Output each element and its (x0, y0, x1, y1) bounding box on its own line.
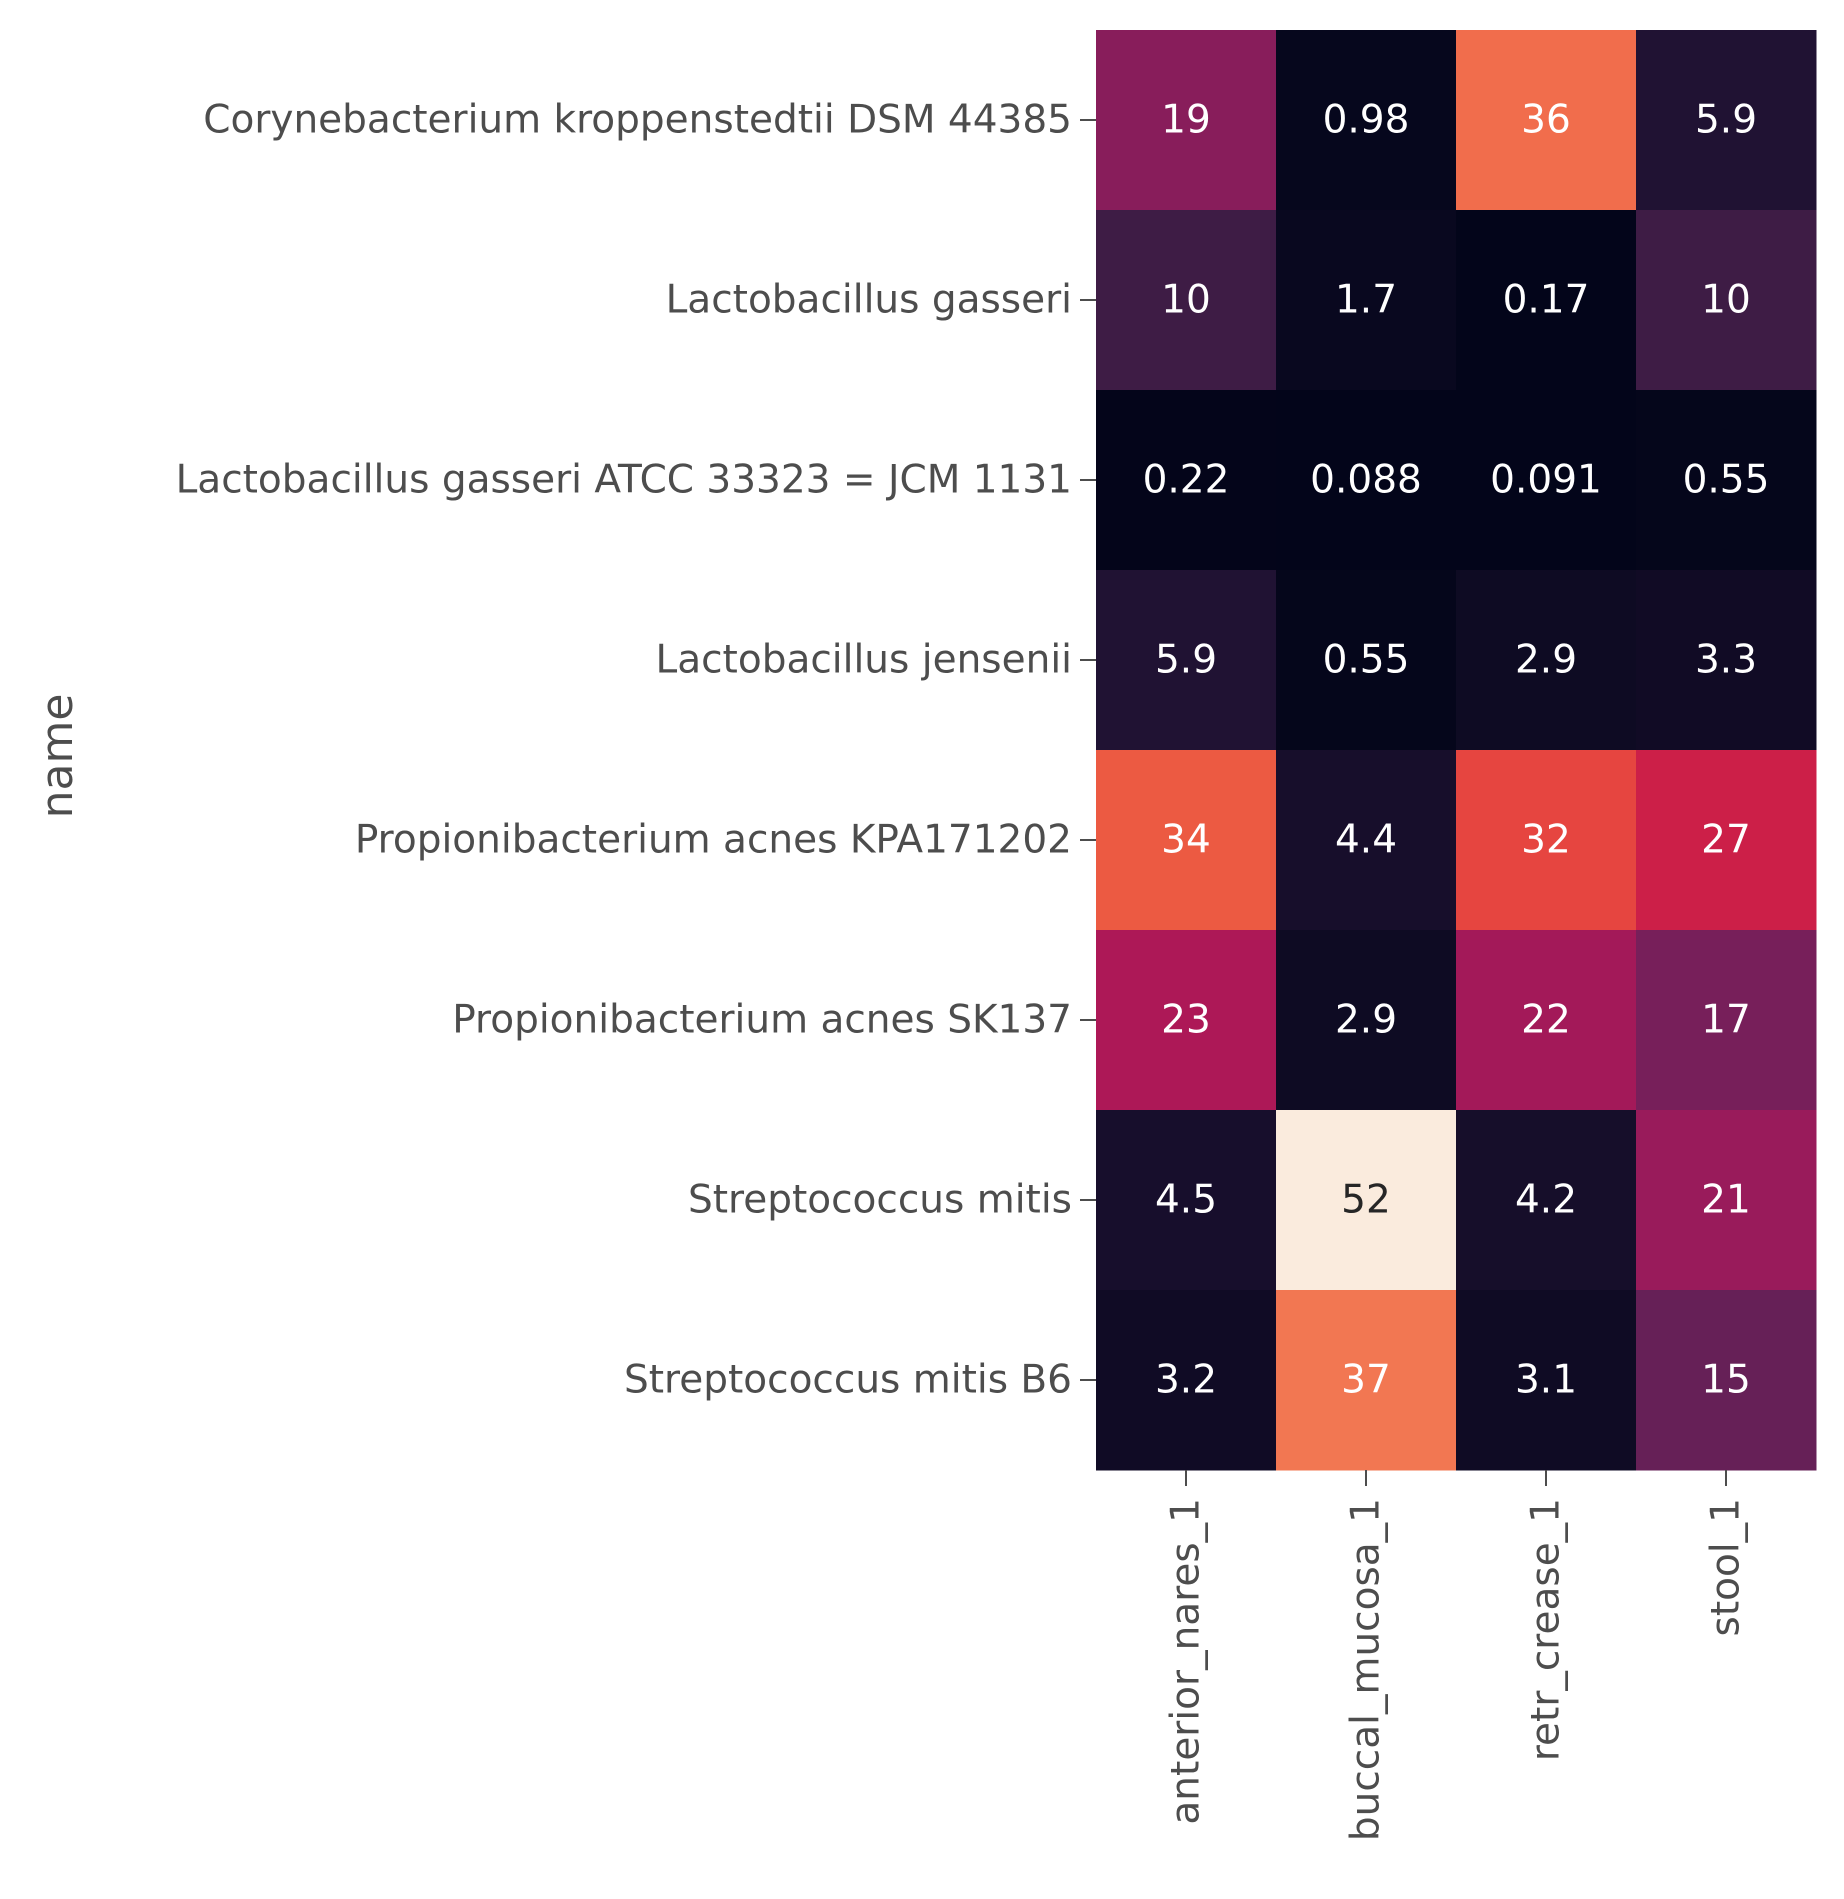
heatmap-cells (1096, 30, 1817, 1471)
cell-streptococcus-mitis-b6-buccal_mucosa_1 (1276, 1290, 1457, 1471)
cell-value-label: 19 (1161, 98, 1211, 143)
cell-streptococcus-mitis-stool_1 (1636, 1110, 1817, 1291)
cell-value-label: 21 (1701, 1178, 1751, 1223)
x-tick-label-buccal-mucosa-1: buccal_mucosa_1 (1344, 1498, 1389, 1841)
cell-propionibacterium-acnes-kpa171202-buccal_mucosa_1 (1276, 750, 1457, 931)
cell-corynebacterium-kroppenstedtii-dsm-44385-buccal_mucosa_1 (1276, 30, 1457, 211)
y-tick-label-lactobacillus-jensenii: Lactobacillus jensenii (655, 638, 1072, 683)
x-tick-label-stool-1: stool_1 (1704, 1498, 1749, 1636)
cell-corynebacterium-kroppenstedtii-dsm-44385-anterior_nares_1 (1096, 30, 1277, 211)
cell-value-label: 3.3 (1695, 638, 1757, 683)
cell-value-label: 37 (1341, 1358, 1391, 1403)
y-axis-title: name (32, 694, 83, 819)
cell-value-label: 0.17 (1503, 278, 1590, 323)
cell-lactobacillus-gasseri-stool_1 (1636, 210, 1817, 391)
cell-value-label: 0.22 (1143, 458, 1230, 503)
cell-value-label: 4.2 (1515, 1178, 1577, 1223)
cell-value-label: 4.5 (1155, 1178, 1217, 1223)
cell-value-label: 10 (1161, 278, 1211, 323)
cell-value-label: 52 (1341, 1178, 1391, 1223)
cell-lactobacillus-jensenii-stool_1 (1636, 570, 1817, 751)
cell-value-label: 0.98 (1323, 98, 1410, 143)
cell-lactobacillus-gasseri-atcc-33323-jcm-1131-retr_crease_1 (1456, 390, 1637, 571)
cell-lactobacillus-gasseri-atcc-33323-jcm-1131-anterior_nares_1 (1096, 390, 1277, 571)
cell-propionibacterium-acnes-sk137-buccal_mucosa_1 (1276, 930, 1457, 1111)
cell-value-label: 2.9 (1335, 998, 1397, 1043)
cell-propionibacterium-acnes-kpa171202-anterior_nares_1 (1096, 750, 1277, 931)
cell-value-label: 4.4 (1335, 818, 1397, 863)
cell-value-label: 3.1 (1515, 1358, 1577, 1403)
y-tick-label-lactobacillus-gasseri: Lactobacillus gasseri (666, 278, 1072, 323)
cell-lactobacillus-gasseri-atcc-33323-jcm-1131-buccal_mucosa_1 (1276, 390, 1457, 571)
cell-value-label: 0.091 (1490, 458, 1602, 503)
cell-value-label: 15 (1701, 1358, 1751, 1403)
cell-streptococcus-mitis-retr_crease_1 (1456, 1110, 1637, 1291)
cell-value-labels: 19 0.98 36 5.9 10 1.7 0.17 10 0.22 0.088 0.091 0.55… (1143, 98, 1770, 1403)
x-tick-label-retr-crease-1: retr_crease_1 (1524, 1498, 1569, 1761)
cell-value-label: 2.9 (1515, 638, 1577, 683)
x-tick-label-anterior-nares-1: anterior_nares_1 (1164, 1498, 1209, 1825)
cell-value-label: 3.2 (1155, 1358, 1217, 1403)
cell-lactobacillus-gasseri-buccal_mucosa_1 (1276, 210, 1457, 391)
cell-lactobacillus-gasseri-atcc-33323-jcm-1131-stool_1 (1636, 390, 1817, 571)
cell-value-label: 22 (1521, 998, 1571, 1043)
cell-value-label: 23 (1161, 998, 1211, 1043)
y-axis: Corynebacterium kroppenstedtii DSM 44385… (176, 98, 1096, 1403)
cell-streptococcus-mitis-b6-retr_crease_1 (1456, 1290, 1637, 1471)
cell-value-label: 5.9 (1695, 98, 1757, 143)
y-tick-label-streptococcus-mitis: Streptococcus mitis (688, 1178, 1072, 1223)
cell-lactobacillus-jensenii-buccal_mucosa_1 (1276, 570, 1457, 751)
cell-lactobacillus-jensenii-anterior_nares_1 (1096, 570, 1277, 751)
x-axis: anterior_nares_1 buccal_mucosa_1 retr_crea… (1164, 1470, 1749, 1841)
cell-value-label: 1.7 (1335, 278, 1397, 323)
cell-value-label: 10 (1701, 278, 1751, 323)
cell-value-label: 5.9 (1155, 638, 1217, 683)
cell-value-label: 0.55 (1323, 638, 1410, 683)
cell-propionibacterium-acnes-sk137-anterior_nares_1 (1096, 930, 1277, 1111)
cell-value-label: 36 (1521, 98, 1571, 143)
cell-value-label: 34 (1161, 818, 1211, 863)
cell-lactobacillus-jensenii-retr_crease_1 (1456, 570, 1637, 751)
cell-streptococcus-mitis-b6-stool_1 (1636, 1290, 1817, 1471)
cell-propionibacterium-acnes-kpa171202-stool_1 (1636, 750, 1817, 931)
cell-value-label: 0.088 (1310, 458, 1422, 503)
cell-streptococcus-mitis-buccal_mucosa_1 (1276, 1110, 1457, 1291)
y-tick-label-propionibacterium-acnes-sk137: Propionibacterium acnes SK137 (452, 998, 1072, 1043)
cell-lactobacillus-gasseri-anterior_nares_1 (1096, 210, 1277, 391)
cell-propionibacterium-acnes-kpa171202-retr_crease_1 (1456, 750, 1637, 931)
cell-streptococcus-mitis-anterior_nares_1 (1096, 1110, 1277, 1291)
cell-corynebacterium-kroppenstedtii-dsm-44385-stool_1 (1636, 30, 1817, 211)
cell-value-label: 32 (1521, 818, 1571, 863)
cell-propionibacterium-acnes-sk137-stool_1 (1636, 930, 1817, 1111)
cell-value-label: 27 (1701, 818, 1751, 863)
y-tick-label-streptococcus-mitis-b6: Streptococcus mitis B6 (624, 1358, 1072, 1403)
cell-lactobacillus-gasseri-retr_crease_1 (1456, 210, 1637, 391)
y-tick-label-propionibacterium-acnes-kpa171202: Propionibacterium acnes KPA171202 (355, 818, 1072, 863)
cell-propionibacterium-acnes-sk137-retr_crease_1 (1456, 930, 1637, 1111)
cell-value-label: 17 (1701, 998, 1751, 1043)
cell-value-label: 0.55 (1683, 458, 1770, 503)
y-tick-label-lactobacillus-gasseri-atcc-33323-jcm-1131: Lactobacillus gasseri ATCC 33323 = JCM 1… (176, 458, 1072, 503)
cell-corynebacterium-kroppenstedtii-dsm-44385-retr_crease_1 (1456, 30, 1637, 211)
cell-streptococcus-mitis-b6-anterior_nares_1 (1096, 1290, 1277, 1471)
y-tick-label-corynebacterium-kroppenstedtii-dsm-44385: Corynebacterium kroppenstedtii DSM 44385 (203, 98, 1072, 143)
